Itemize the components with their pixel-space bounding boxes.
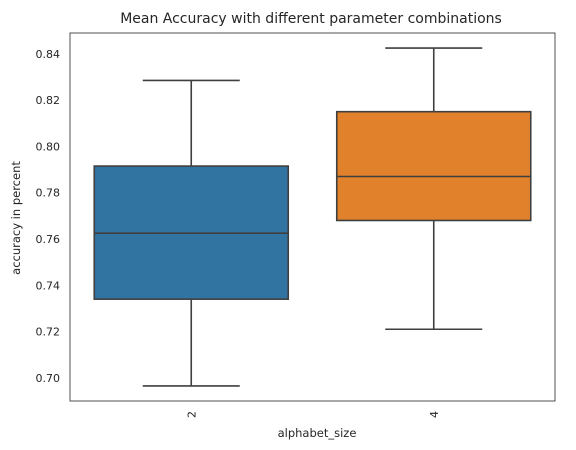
y-tick-label: 0.80 xyxy=(36,140,61,153)
y-tick-label: 0.82 xyxy=(36,94,61,107)
box-body xyxy=(335,110,532,222)
y-tick-label: 0.70 xyxy=(36,372,61,385)
boxes-group xyxy=(93,47,532,387)
y-tick-label: 0.84 xyxy=(36,48,61,61)
y-axis-label: accuracy in percent xyxy=(9,161,23,275)
y-tick-label: 0.72 xyxy=(36,326,61,339)
y-tick-label: 0.74 xyxy=(36,279,61,292)
chart-title: Mean Accuracy with different parameter c… xyxy=(120,11,502,27)
y-axis-ticks: 0.70 0.72 0.74 0.76 0.78 0.80 0.82 0.84 xyxy=(36,48,61,385)
x-tick-label: 2 xyxy=(185,411,198,418)
y-tick-label: 0.76 xyxy=(36,233,61,246)
box-4 xyxy=(335,47,532,331)
y-tick-label: 0.78 xyxy=(36,187,61,200)
x-axis-label: alphabet_size xyxy=(278,426,357,440)
plot-frame xyxy=(69,32,556,402)
box-2 xyxy=(93,79,290,387)
x-tick-label: 4 xyxy=(428,411,441,418)
